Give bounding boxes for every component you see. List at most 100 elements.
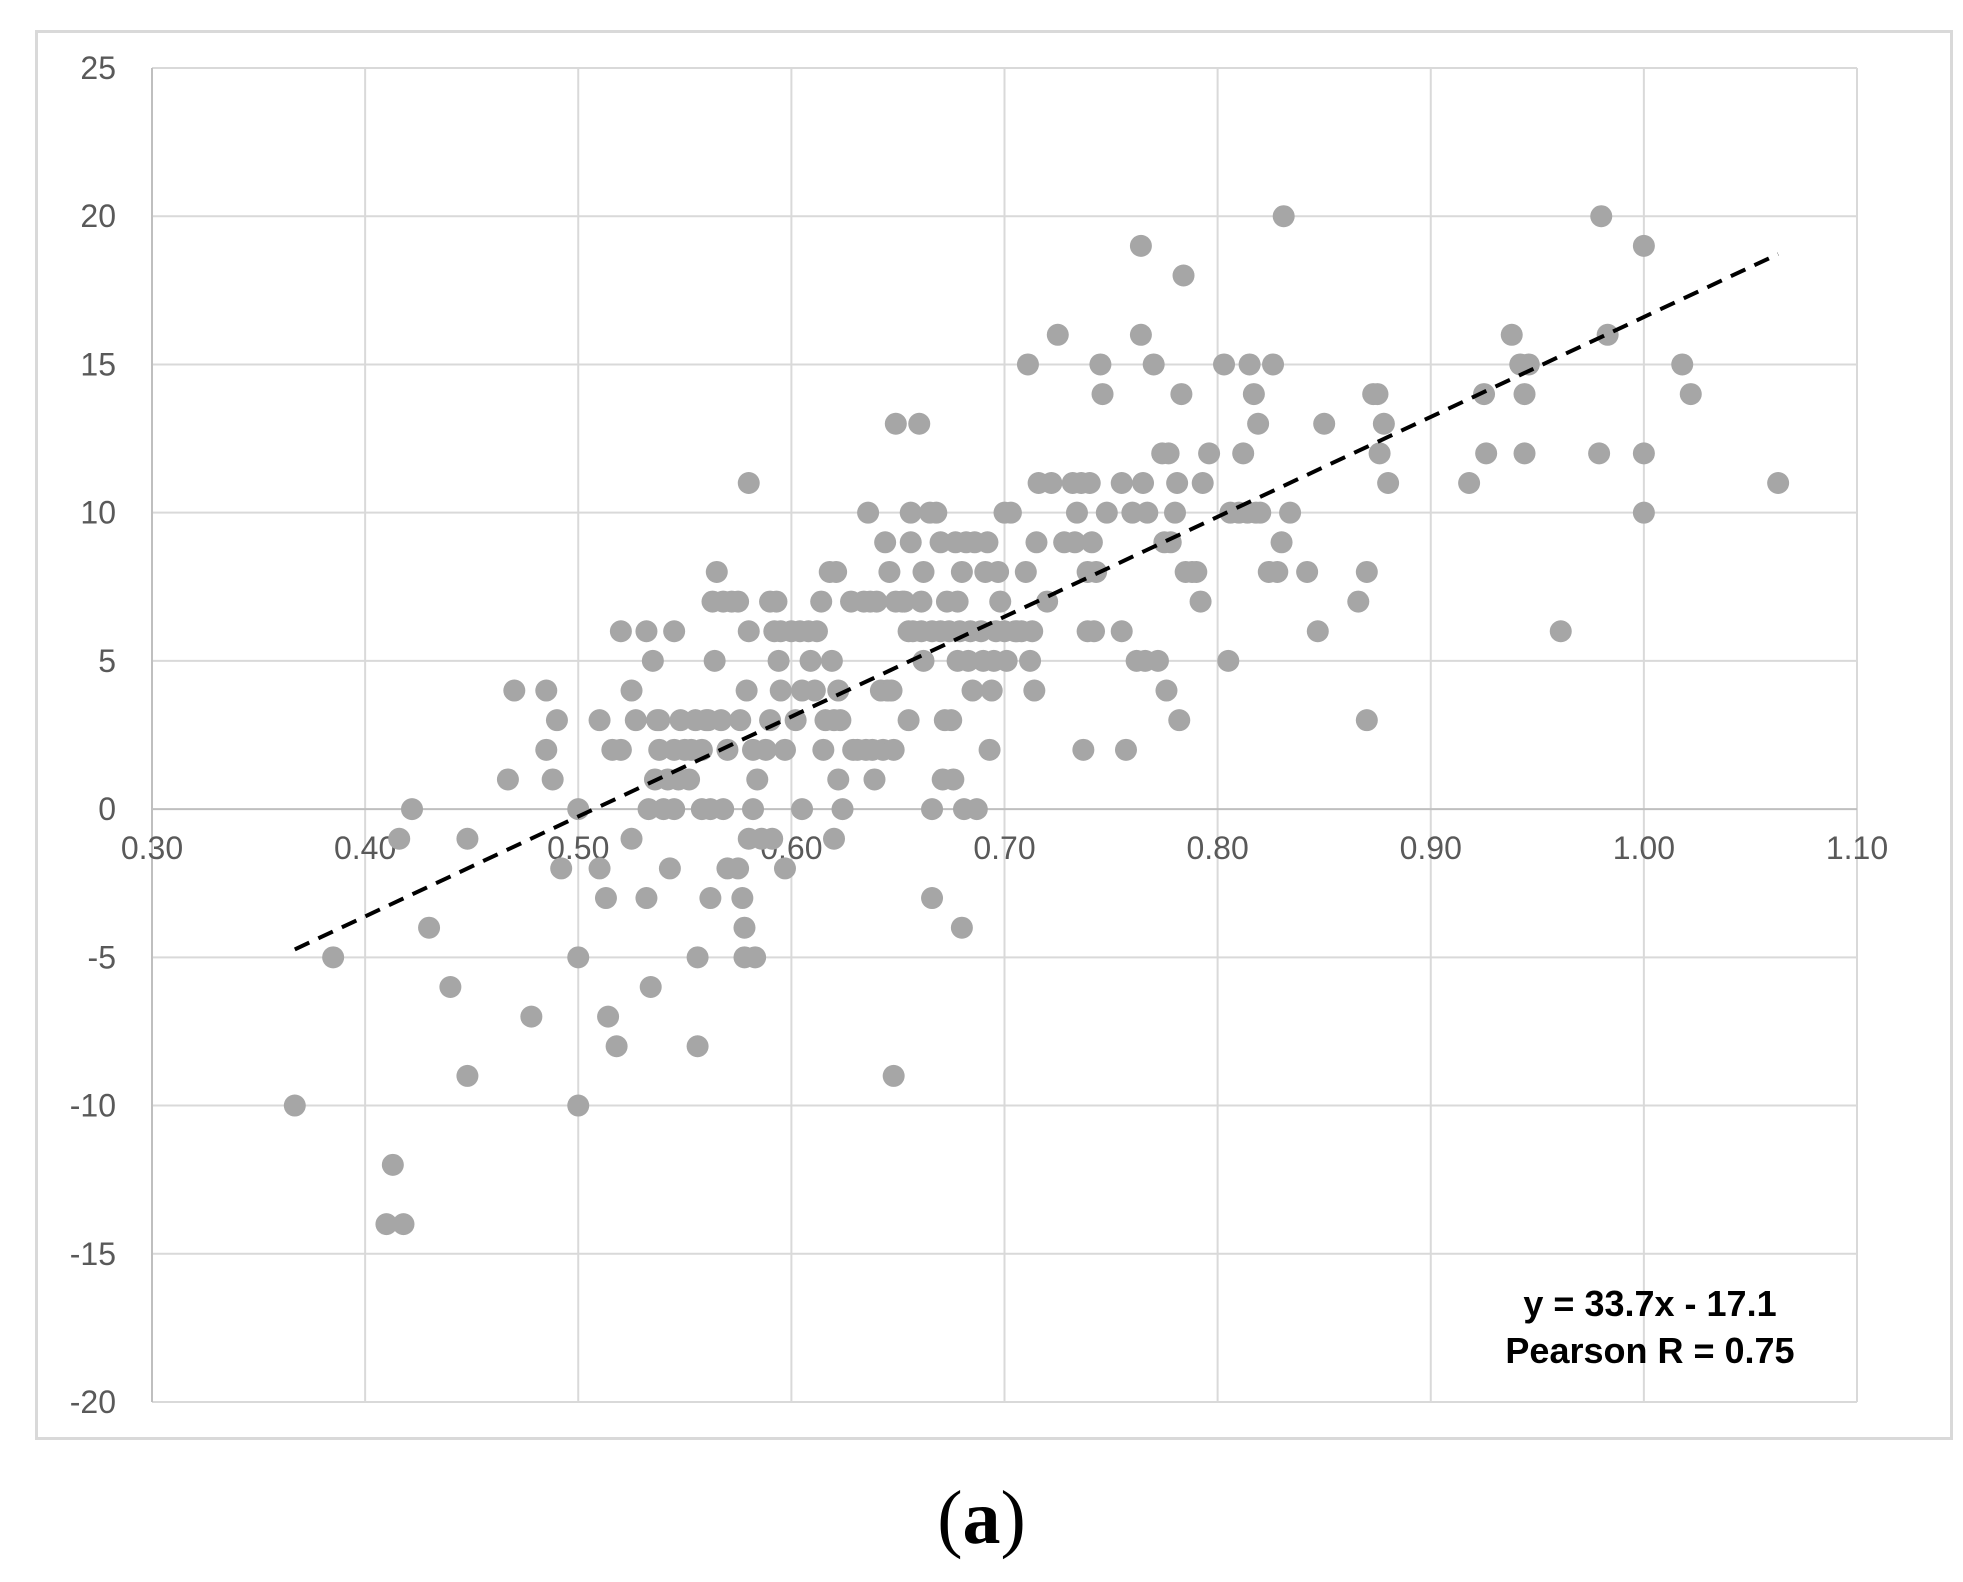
data-point (594, 887, 617, 910)
data-point (878, 560, 901, 583)
data-point (1632, 442, 1655, 465)
data-point (1114, 738, 1137, 761)
data-point (989, 590, 1012, 613)
data-point (283, 1094, 306, 1117)
data-point (897, 709, 920, 732)
data-point (965, 798, 988, 821)
data-point (863, 768, 886, 791)
data-point (1355, 560, 1378, 583)
data-point (810, 590, 833, 613)
data-point (1368, 442, 1391, 465)
data-point (727, 590, 750, 613)
y-tick-label: 20 (80, 198, 116, 234)
data-point (1632, 501, 1655, 524)
data-point (940, 709, 963, 732)
data-point (609, 738, 632, 761)
data-point (1549, 620, 1572, 643)
data-point (1475, 442, 1498, 465)
y-tick-label: 5 (98, 643, 116, 679)
data-point (882, 1064, 905, 1087)
x-tick-label: 1.10 (1826, 830, 1888, 866)
data-point (1366, 383, 1389, 406)
data-point (737, 472, 760, 495)
x-tick-label: 0.90 (1400, 830, 1462, 866)
data-point (418, 916, 441, 939)
data-point (1136, 501, 1159, 524)
data-point (1170, 383, 1193, 406)
data-point (950, 916, 973, 939)
data-point (456, 1064, 479, 1087)
data-point (686, 946, 709, 969)
data-point (503, 679, 526, 702)
data-point (812, 738, 835, 761)
data-point (882, 738, 905, 761)
data-point (1671, 353, 1694, 376)
grid-lines (151, 67, 1858, 1403)
data-point (1046, 323, 1069, 346)
data-point (729, 709, 752, 732)
data-point (1168, 709, 1191, 732)
y-tick-label: 15 (80, 346, 116, 382)
data-point (731, 887, 754, 910)
data-point (1679, 383, 1702, 406)
data-points (283, 205, 1790, 1236)
data-point (710, 709, 733, 732)
regression-annotation: y = 33.7x - 17.1 Pearson R = 0.75 (1505, 1283, 1794, 1371)
data-point (1377, 472, 1400, 495)
data-point (1014, 560, 1037, 583)
data-point (1083, 620, 1106, 643)
data-point (1355, 709, 1378, 732)
data-point (791, 798, 814, 821)
data-point (1072, 738, 1095, 761)
data-point (1091, 383, 1114, 406)
data-point (550, 857, 573, 880)
data-point (761, 827, 784, 850)
data-point (1110, 620, 1133, 643)
data-point (1767, 472, 1790, 495)
data-point (825, 560, 848, 583)
data-point (1247, 412, 1270, 435)
data-point (773, 738, 796, 761)
data-point (1166, 472, 1189, 495)
data-point (978, 738, 1001, 761)
data-point (823, 827, 845, 850)
data-point (1513, 383, 1536, 406)
data-point (1249, 501, 1272, 524)
data-point (831, 798, 854, 821)
data-point (912, 560, 935, 583)
data-point (827, 768, 850, 791)
data-point (639, 975, 662, 998)
data-point (925, 501, 948, 524)
data-point (765, 590, 788, 613)
data-point (908, 412, 931, 435)
data-point (1242, 383, 1265, 406)
caption-open: ( (937, 1476, 963, 1560)
data-point (1157, 442, 1180, 465)
data-point (950, 560, 973, 583)
data-point (942, 768, 965, 791)
data-point (784, 709, 807, 732)
data-point (609, 620, 632, 643)
data-point (401, 798, 424, 821)
data-point (1588, 442, 1611, 465)
data-point (1021, 620, 1044, 643)
caption-close: ) (1000, 1476, 1026, 1560)
data-point (912, 649, 935, 672)
axes (151, 68, 1857, 1402)
trendline-line (293, 252, 1779, 952)
data-point (620, 827, 643, 850)
data-point (1198, 442, 1221, 465)
data-point (737, 620, 760, 643)
data-point (456, 827, 479, 850)
data-point (1347, 590, 1370, 613)
data-point (678, 768, 701, 791)
data-point (1142, 353, 1165, 376)
data-point (1272, 205, 1295, 228)
data-point (1296, 560, 1319, 583)
x-tick-label: 1.00 (1613, 830, 1675, 866)
x-tick-label: 0.80 (1186, 830, 1248, 866)
data-point (388, 827, 411, 850)
data-point (987, 560, 1010, 583)
data-point (1132, 472, 1155, 495)
data-point (727, 857, 750, 880)
